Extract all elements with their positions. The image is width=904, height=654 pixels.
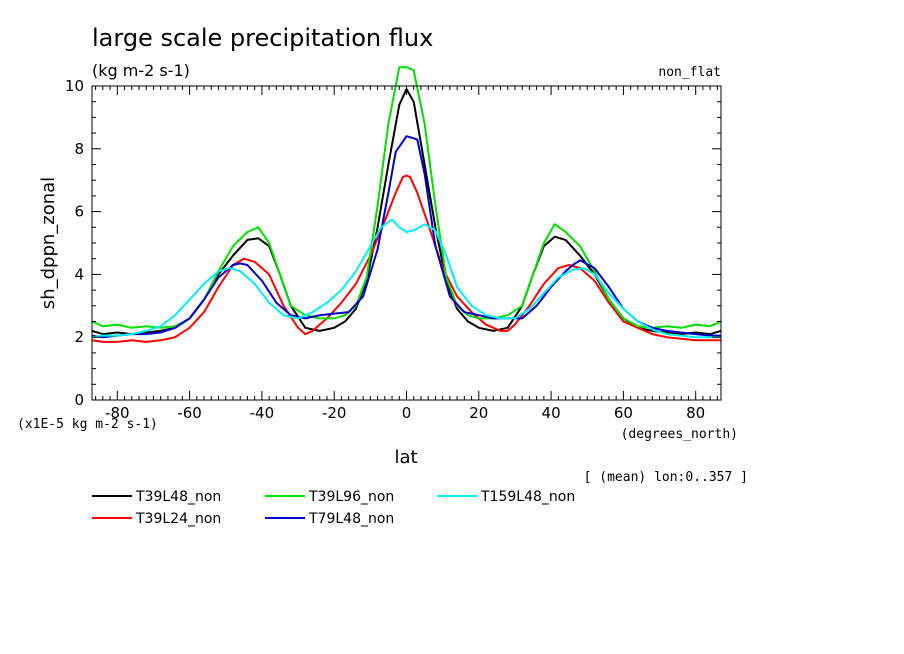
x-tick-label: -40: [250, 404, 275, 422]
x-tick-label: 20: [469, 404, 488, 422]
y-tick-label: 10: [65, 77, 84, 95]
x-tick-label: 60: [614, 404, 633, 422]
series-line-T39L24_non: [91, 174, 721, 343]
x-tick-label: -20: [322, 404, 347, 422]
legend-item: T159L48_non: [437, 489, 575, 505]
legend-item: T79L48_non: [265, 511, 394, 527]
x-axis-units: (degrees_north): [621, 427, 738, 442]
legend-label: T79L48_non: [308, 511, 394, 527]
legend-item: T39L96_non: [265, 489, 394, 505]
legend-item: T39L48_non: [92, 489, 221, 505]
y-tick-label: 4: [74, 265, 84, 283]
footnote: [ (mean) lon:0..357 ]: [584, 470, 748, 485]
x-tick-label: 80: [686, 404, 705, 422]
x-tick-label: -60: [177, 404, 202, 422]
series-line-T79L48_non: [91, 135, 721, 339]
chart-units: (kg m-2 s-1): [92, 61, 190, 80]
x-axis-label: lat: [394, 447, 417, 468]
series-line-T159L48_non: [91, 218, 721, 339]
x-tick-label: 0: [402, 404, 412, 422]
chart-title: large scale precipitation flux: [92, 24, 433, 52]
y-axis-label: sh_dppn_zonal: [38, 177, 59, 309]
plot-frame: [91, 85, 722, 401]
legend-label: T39L24_non: [135, 511, 221, 527]
x-tick-label: 40: [542, 404, 561, 422]
top-right-label: non_flat: [658, 65, 721, 80]
ticks-layer: -80 -60 -40 -20 0 20 40 60 80 0 2 4 6 8 10: [65, 77, 721, 422]
x-tick-label: -80: [105, 404, 130, 422]
y-tick-label: 6: [74, 203, 84, 221]
y-tick-label: 8: [74, 140, 84, 158]
legend-label: T39L48_non: [135, 489, 221, 505]
legend: T39L48_non T39L24_non T39L96_non T79L48_non…: [92, 489, 575, 527]
legend-label: T159L48_non: [480, 489, 575, 505]
legend-label: T39L96_non: [308, 489, 394, 505]
y-scale-note: (x1E-5 kg m-2 s-1): [17, 417, 158, 432]
y-tick-label: 0: [74, 391, 84, 409]
legend-item: T39L24_non: [92, 511, 221, 527]
series-line-T39L96_non: [91, 66, 722, 329]
y-tick-label: 2: [74, 328, 84, 346]
series-layer: [91, 66, 722, 343]
